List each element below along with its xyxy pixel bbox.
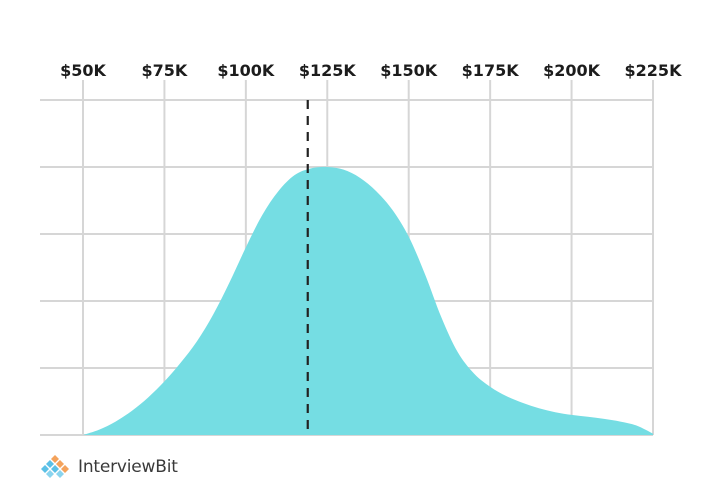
x-tick-label: $100K <box>217 61 275 80</box>
x-tick-label: $225K <box>625 61 683 80</box>
x-tick-label: $50K <box>60 61 106 80</box>
x-tick-label: $125K <box>299 61 357 80</box>
logo: InterviewBit <box>38 453 178 481</box>
logo-text: InterviewBit <box>78 457 178 477</box>
distribution-area <box>83 166 653 435</box>
x-tick-labels: $50K $75K $100K $125K $150K $175K $200K $225K <box>60 61 682 80</box>
plot-area <box>83 166 653 435</box>
x-tick-label: $175K <box>462 61 520 80</box>
x-tick-label: $150K <box>380 61 438 80</box>
x-tick-label: $75K <box>142 61 188 80</box>
x-tick-label: $200K <box>543 61 601 80</box>
interviewbit-logo-icon <box>41 455 69 478</box>
